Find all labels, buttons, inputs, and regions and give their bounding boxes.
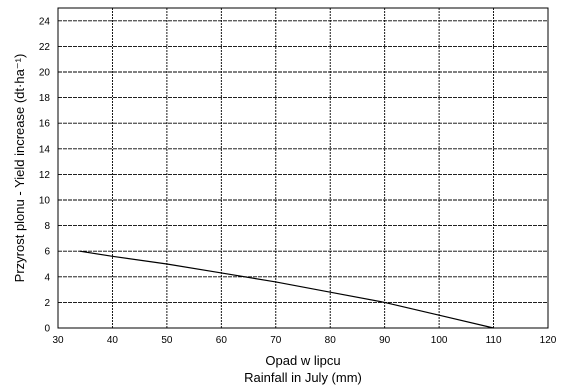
- y-tick-label: 18: [39, 93, 51, 104]
- y-tick-label: 24: [39, 16, 51, 27]
- x-tick-label: 40: [107, 335, 119, 346]
- x-tick-label: 80: [325, 335, 337, 346]
- plot-frame: [57, 7, 549, 329]
- y-tick-label: 0: [44, 324, 50, 335]
- x-tick-label: 120: [540, 335, 557, 346]
- y-tick-label: 14: [39, 144, 51, 155]
- x-tick-label: 70: [270, 335, 282, 346]
- y-tick-label: 6: [44, 247, 50, 258]
- y-tick-label: 12: [39, 170, 51, 181]
- y-tick-label: 10: [39, 196, 51, 207]
- series-line: [79, 250, 494, 329]
- y-axis-label: Przyrost plonu - Yield increase (dt·ha⁻¹…: [12, 54, 27, 283]
- y-tick-label: 2: [44, 298, 50, 309]
- y-tick-label: 4: [44, 272, 50, 283]
- y-tick-label: 16: [39, 119, 51, 130]
- x-tick-label: 30: [52, 335, 64, 346]
- x-axis-label-polish: Opad w lipcu: [265, 353, 340, 368]
- y-tick-label: 22: [39, 42, 51, 53]
- x-axis-ticks: 30 40 50 60 70 80 90 100 110 120: [52, 335, 556, 346]
- x-tick-label: 110: [486, 335, 502, 346]
- grid: [58, 8, 548, 328]
- x-tick-label: 100: [431, 335, 448, 346]
- x-axis-label-english: Rainfall in July (mm): [244, 370, 362, 385]
- x-tick-label: 60: [216, 335, 228, 346]
- x-tick-label: 90: [379, 335, 391, 346]
- y-tick-label: 8: [44, 221, 50, 232]
- series-layer: [79, 250, 494, 329]
- x-tick-label: 50: [161, 335, 173, 346]
- y-tick-label: 20: [39, 68, 51, 79]
